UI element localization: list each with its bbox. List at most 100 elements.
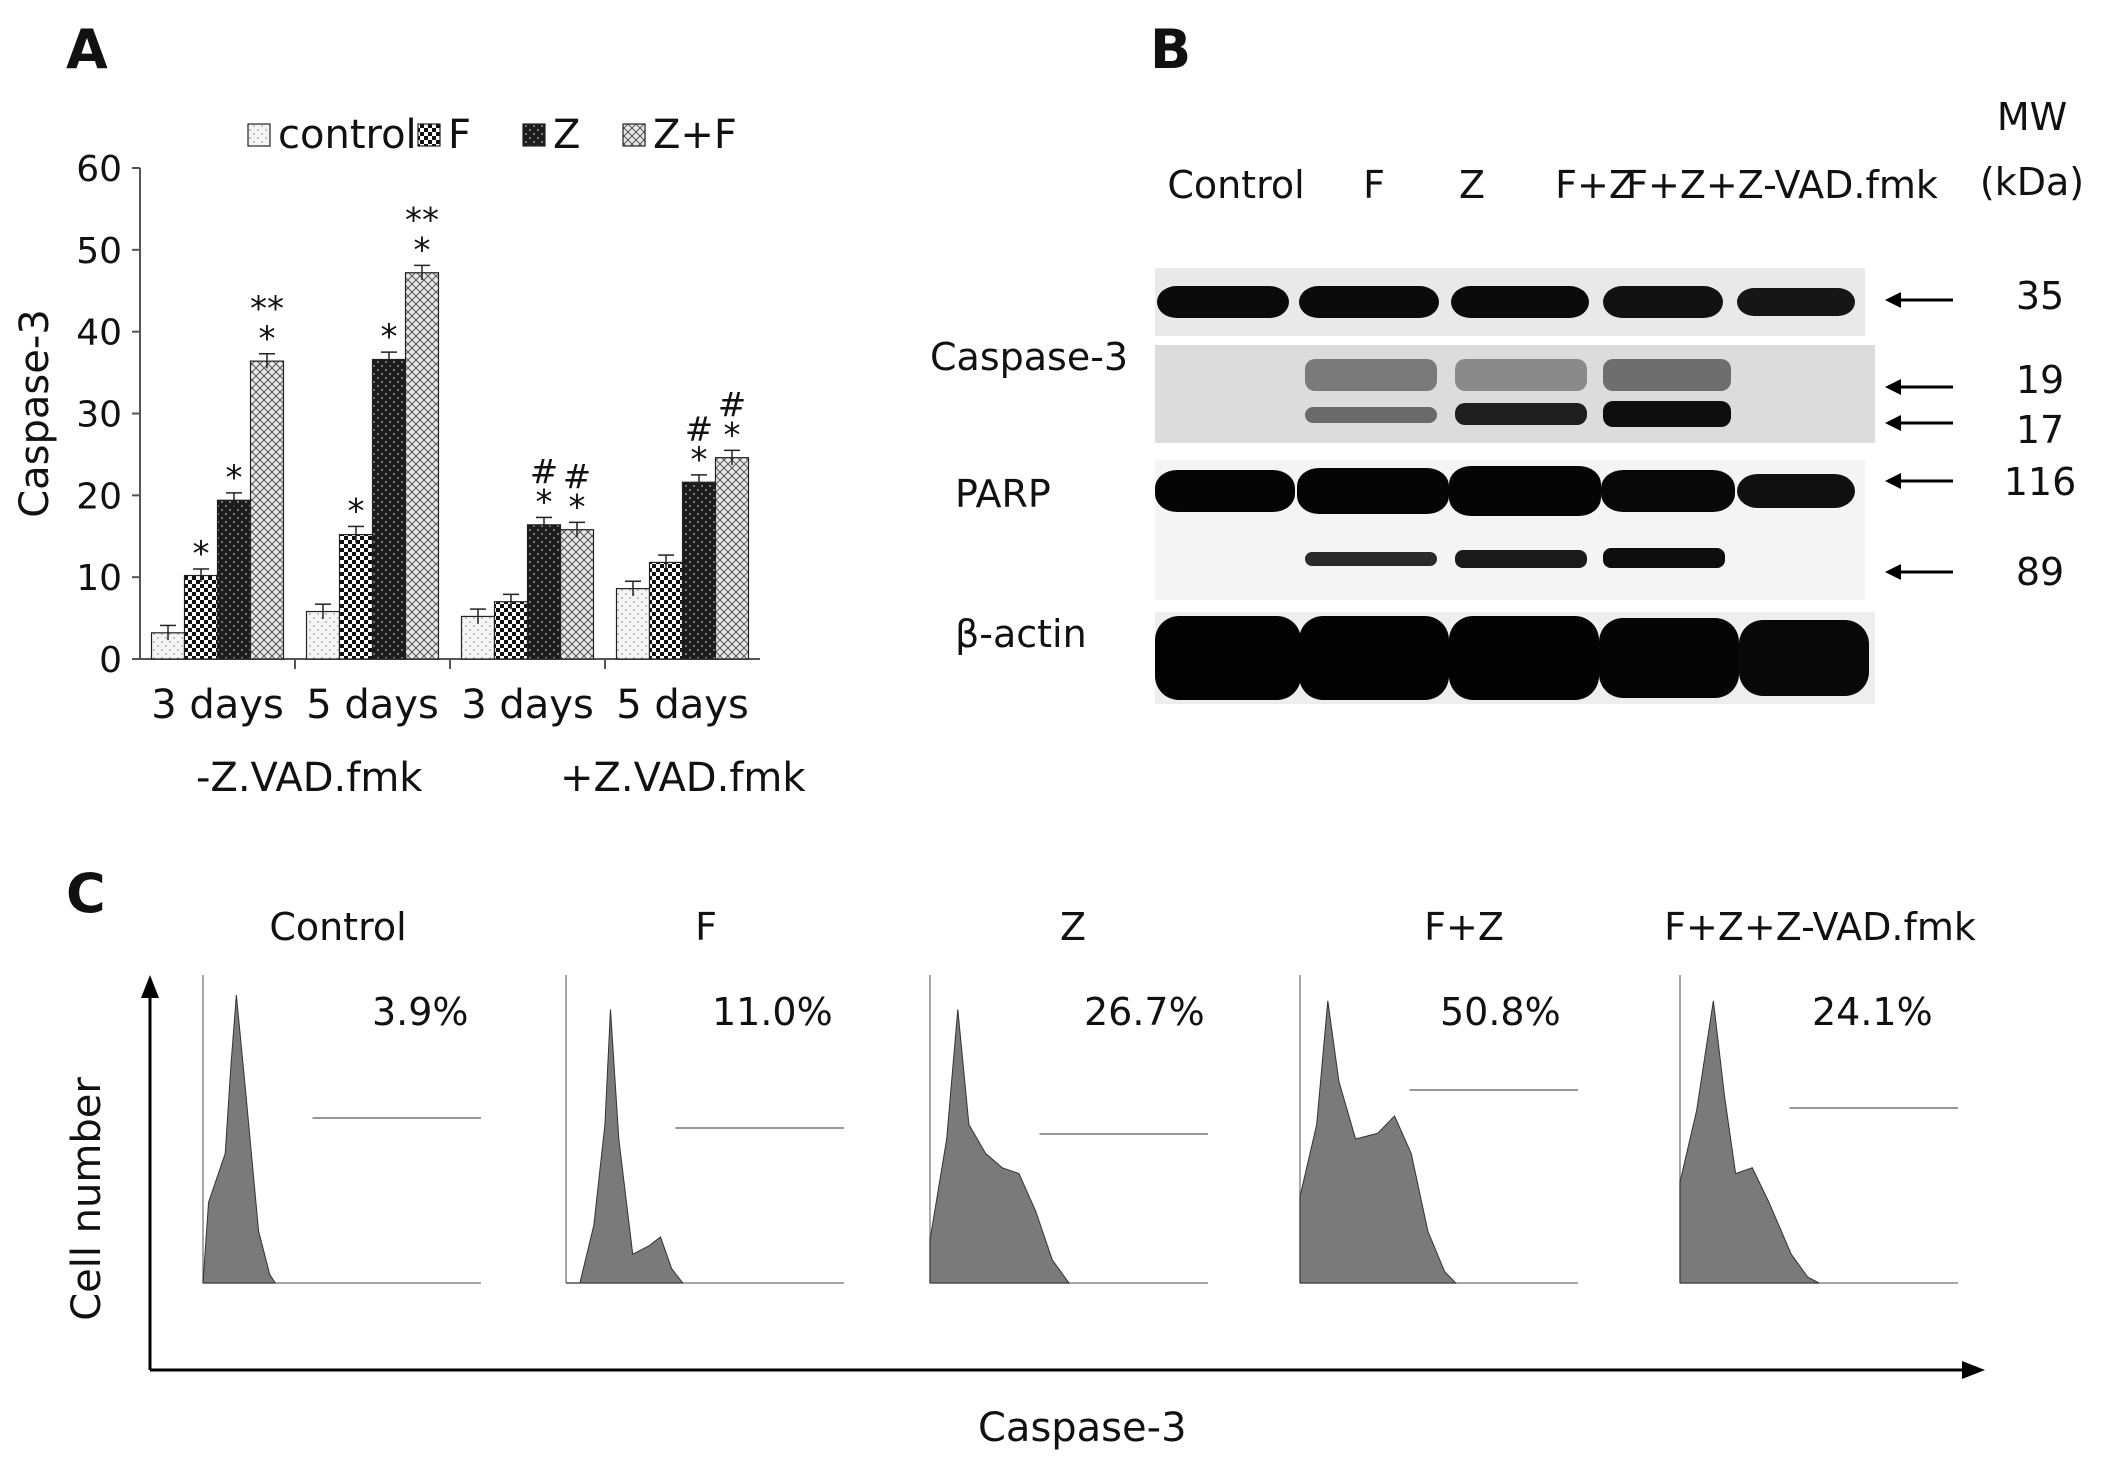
mw-label-35: 35 xyxy=(2015,274,2065,318)
bar-z-f-2 xyxy=(559,529,595,660)
band-actin-f xyxy=(1299,616,1449,700)
legend-swatch-0 xyxy=(247,123,271,147)
arrow-right-icon xyxy=(1962,1361,1985,1379)
band-actin-control xyxy=(1155,616,1301,700)
band-35-fz xyxy=(1603,286,1723,318)
lane-label-control: Control xyxy=(1167,163,1305,207)
histogram-0 xyxy=(202,994,277,1284)
significance-mark: # xyxy=(530,452,559,492)
arrow-icon xyxy=(1885,473,1953,489)
band-19-z xyxy=(1455,359,1587,391)
bar-control-1 xyxy=(305,610,341,660)
histogram-2 xyxy=(929,1009,1070,1284)
band-actin-fz xyxy=(1599,618,1739,698)
arrow-up-icon xyxy=(141,975,159,998)
significance-mark: # xyxy=(718,385,747,425)
y-tick-label-6: 60 xyxy=(76,149,122,190)
significance-mark: * xyxy=(536,482,553,522)
fc-ylabel: Cell number xyxy=(63,1077,110,1321)
histogram-3 xyxy=(1299,1000,1457,1284)
lane-label-f: F xyxy=(1363,163,1385,207)
band-116-fz xyxy=(1601,470,1735,512)
band-17-f xyxy=(1305,407,1437,423)
histogram-4 xyxy=(1679,1000,1820,1284)
band-35-f xyxy=(1299,286,1439,318)
significance-mark: * xyxy=(724,415,741,455)
protein-label-beta-actin: β-actin xyxy=(955,612,1087,656)
band-116-f xyxy=(1297,468,1449,514)
fc-title-f: F xyxy=(695,905,717,949)
bar-z-2 xyxy=(526,524,562,660)
bar-z-f-1 xyxy=(404,272,440,660)
band-19-f xyxy=(1305,359,1437,391)
fc-xlabel: Caspase-3 xyxy=(978,1405,1187,1451)
fc-percent-control: 3.9% xyxy=(372,990,469,1034)
significance-mark: # xyxy=(685,410,714,450)
fc-percent-fz: 50.8% xyxy=(1440,990,1561,1034)
significance-mark: ** xyxy=(405,200,439,240)
bar-f-3 xyxy=(648,561,684,660)
mw-unit-header: (kDa) xyxy=(1979,160,2085,204)
arrow-icon xyxy=(1885,379,1953,395)
blot-strip-actin xyxy=(1155,612,1875,704)
significance-mark: # xyxy=(563,457,592,497)
bar-z-0 xyxy=(216,499,252,660)
panel-c-label: C xyxy=(66,862,106,925)
x-tick-label-2: 3 days xyxy=(461,682,594,728)
x-tick-label-3: 5 days xyxy=(616,682,749,728)
bar-z-f-3 xyxy=(714,457,750,660)
y-tick-label-4: 40 xyxy=(76,313,122,354)
bar-f-1 xyxy=(338,534,374,660)
y-tick-label-1: 10 xyxy=(76,558,122,599)
mw-label-17: 17 xyxy=(2015,408,2065,452)
legend-label-1: F xyxy=(448,112,471,158)
fc-title-z: Z xyxy=(1059,905,1087,949)
fc-percent-f: 11.0% xyxy=(712,990,833,1034)
band-89-f xyxy=(1305,552,1437,566)
arrow-icon xyxy=(1885,415,1953,431)
x-tick-label-0: 3 days xyxy=(151,682,284,728)
panel-a-label: A xyxy=(66,18,108,81)
fc-percent-fz-zvad: 24.1% xyxy=(1812,990,1933,1034)
band-35-z xyxy=(1451,286,1589,318)
blot-strip-19-17 xyxy=(1155,345,1875,443)
legend-label-0: control xyxy=(278,112,417,158)
band-actin-fz-zvad xyxy=(1739,620,1869,696)
y-axis-label: Caspase-3 xyxy=(12,309,58,518)
mw-label-19: 19 xyxy=(2015,358,2065,402)
band-116-fz-zvad xyxy=(1737,474,1855,508)
significance-mark: * xyxy=(381,317,398,357)
significance-mark: ** xyxy=(250,289,284,329)
band-actin-z xyxy=(1449,616,1599,700)
fc-title-fz-zvad: F+Z+Z-VAD.fmk xyxy=(1664,905,1976,949)
significance-mark: * xyxy=(569,487,586,527)
arrow-icon xyxy=(1885,564,1953,580)
band-89-z xyxy=(1455,550,1587,568)
protein-label-parp: PARP xyxy=(955,472,1051,516)
x-tick-label-1: 5 days xyxy=(306,682,439,728)
band-116-z xyxy=(1449,466,1601,516)
fc-title-control: Control xyxy=(269,905,407,949)
mw-header: MW xyxy=(1996,95,2068,139)
band-35-fz-zvad xyxy=(1737,288,1855,316)
bar-z-3 xyxy=(681,481,717,660)
mw-label-89: 89 xyxy=(2015,550,2065,594)
bar-z-f-0 xyxy=(249,360,285,660)
blot-strip-116-89 xyxy=(1155,460,1865,600)
blot-strip-35 xyxy=(1155,268,1865,336)
legend-swatch-3 xyxy=(622,123,646,147)
panel-b-label: B xyxy=(1150,18,1192,81)
bar-z-1 xyxy=(371,358,407,660)
significance-mark: * xyxy=(193,534,210,574)
y-tick-label-3: 30 xyxy=(76,395,122,436)
lane-label-fz-zvad: F+Z+Z-VAD.fmk xyxy=(1626,163,1938,207)
lane-label-fz: F+Z xyxy=(1555,163,1635,207)
histogram-1 xyxy=(566,1009,684,1284)
fc-title-fz: F+Z xyxy=(1424,905,1504,949)
band-116-control xyxy=(1155,470,1295,512)
group-label-plus-zvad: +Z.VAD.fmk xyxy=(560,755,806,801)
group-label-minus-zvad: -Z.VAD.fmk xyxy=(196,755,423,801)
significance-mark: * xyxy=(691,440,708,480)
